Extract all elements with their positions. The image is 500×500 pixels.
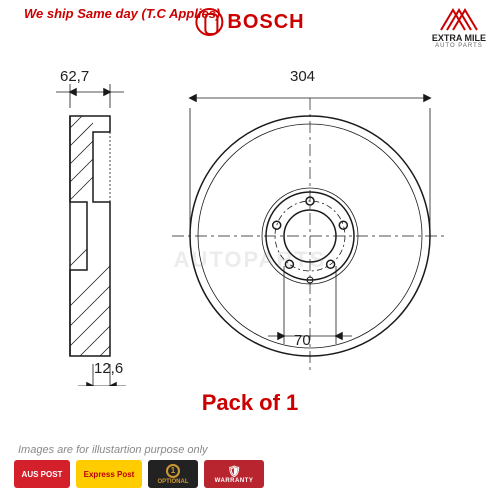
shipping-notice: We ship Same day (T.C Applies)	[0, 0, 220, 21]
partner-name: EXTRA MILE	[432, 34, 486, 43]
footer: Images are for illustartion purpose only…	[0, 440, 500, 500]
dim-thickness: 12,6	[94, 360, 123, 377]
brand-name: BOSCH	[227, 11, 304, 34]
dim-width: 62,7	[60, 68, 89, 85]
product-card: We ship Same day (T.C Applies) BOSCH EXT…	[0, 0, 500, 500]
disclaimer-text: Images are for illustartion purpose only	[0, 440, 500, 460]
dim-diameter: 304	[290, 68, 315, 85]
badge-warranty: 🛡 WARRANTY	[204, 460, 264, 488]
dim-bore: 70	[294, 332, 311, 349]
badge-auspost: AUS POST	[14, 460, 70, 488]
partner-logo: EXTRA MILE AUTO PARTS	[432, 6, 486, 49]
badge-express: Express Post	[76, 460, 142, 488]
brake-disc-drawing	[10, 66, 490, 386]
badge-row: AUS POST Express Post 1 OPTIONAL 🛡 WARRA…	[0, 460, 500, 488]
shield-icon: 🛡	[227, 465, 241, 478]
technical-diagram: AUTOPARTS	[0, 56, 500, 396]
bosch-icon	[195, 8, 223, 36]
header: We ship Same day (T.C Applies) BOSCH EXT…	[0, 0, 500, 56]
partner-sub: AUTO PARTS	[432, 43, 486, 49]
badge-optional: 1 OPTIONAL	[148, 460, 198, 488]
extra-mile-icon	[437, 6, 481, 34]
brand-logo: BOSCH	[195, 8, 304, 36]
